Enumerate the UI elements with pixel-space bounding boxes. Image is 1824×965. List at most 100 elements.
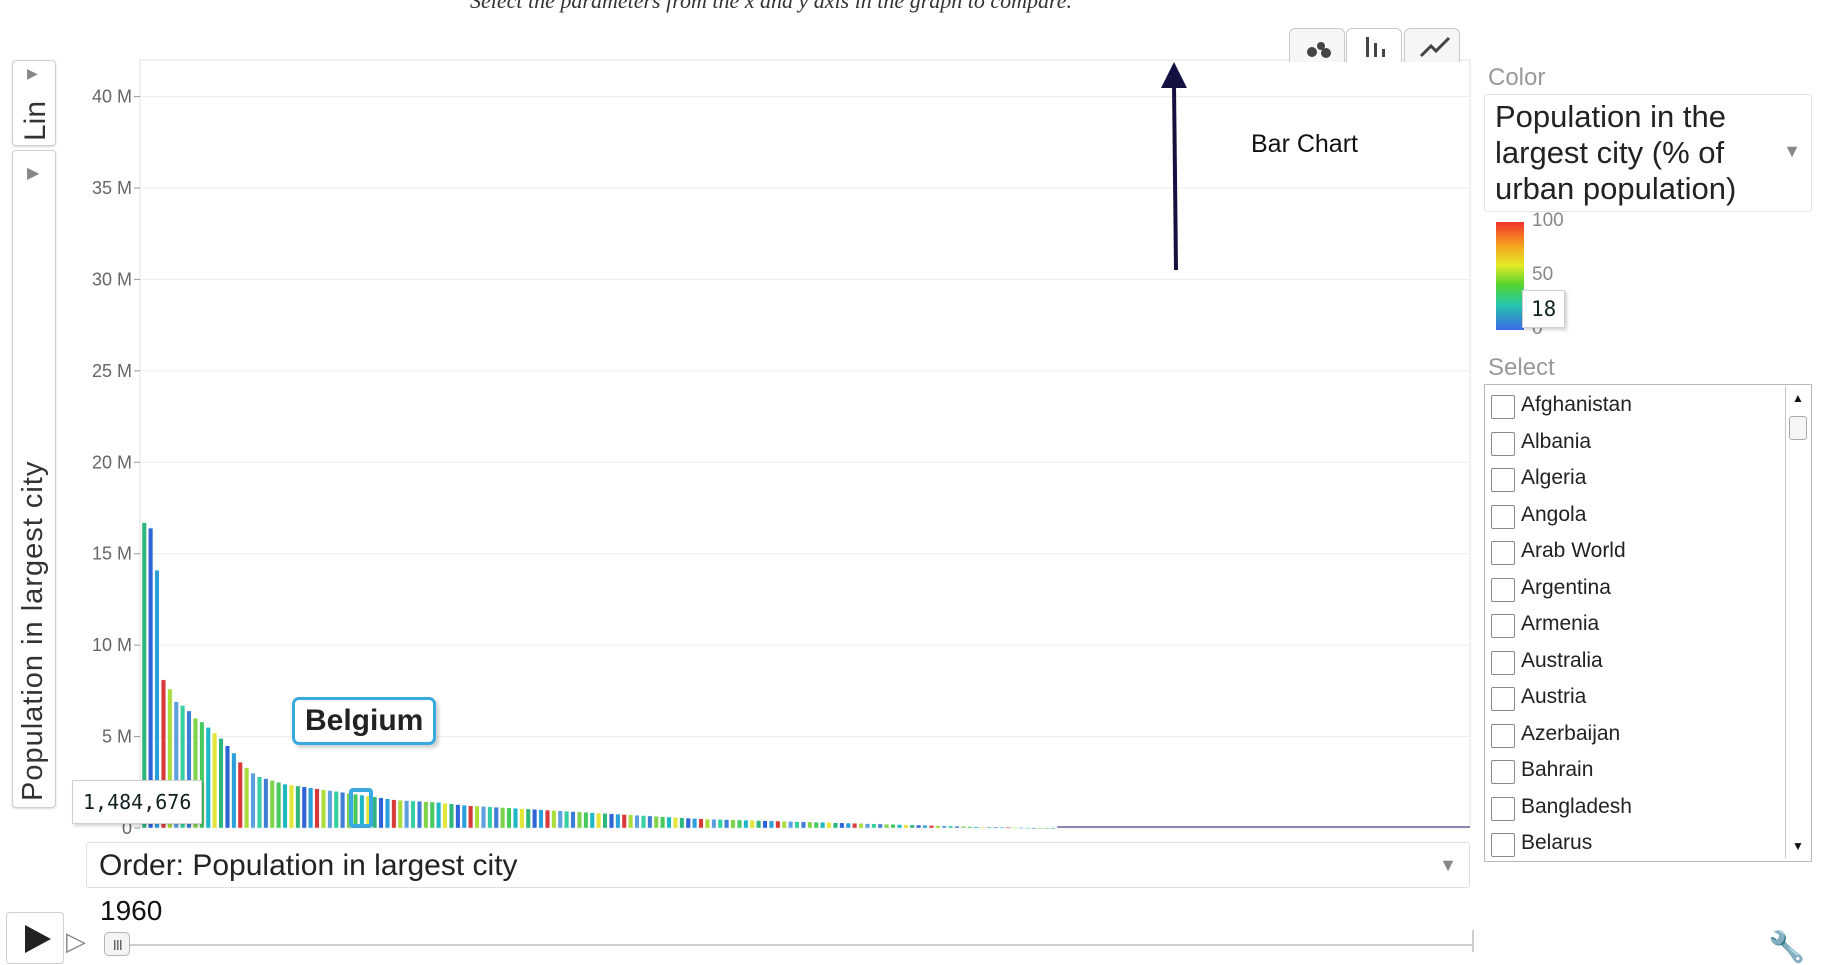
bar[interactable] — [698, 818, 704, 829]
bar[interactable] — [353, 793, 358, 829]
y-axis-selector[interactable]: ▶ Population in largest city — [12, 150, 56, 808]
bar[interactable] — [429, 801, 435, 829]
bar[interactable] — [1012, 827, 1018, 829]
bar[interactable] — [807, 821, 813, 829]
bar[interactable] — [967, 826, 973, 829]
bar[interactable] — [532, 809, 538, 829]
bar[interactable] — [276, 782, 282, 829]
bar[interactable] — [692, 818, 698, 829]
bar[interactable] — [442, 802, 448, 829]
bar[interactable] — [391, 799, 397, 829]
bar[interactable] — [948, 825, 954, 829]
bar[interactable] — [333, 791, 339, 829]
country-checkbox[interactable] — [1491, 760, 1515, 784]
bar[interactable] — [148, 527, 154, 829]
country-checkbox[interactable] — [1491, 577, 1515, 602]
bar[interactable] — [513, 808, 518, 829]
bar[interactable] — [237, 761, 243, 829]
country-list-scrollbar[interactable]: ▲ ▼ — [1785, 386, 1810, 858]
bar[interactable] — [865, 823, 870, 829]
bar[interactable] — [980, 826, 986, 829]
line-chart-button[interactable] — [1404, 28, 1460, 62]
order-dropdown[interactable]: Order: Population in largest city ▼ — [86, 842, 1470, 888]
bar[interactable] — [212, 732, 218, 829]
bar[interactable] — [487, 806, 493, 829]
country-checkbox[interactable] — [1491, 650, 1515, 675]
bar[interactable] — [481, 806, 486, 829]
color-dropdown[interactable]: Population in the largest city (% of urb… — [1484, 94, 1812, 212]
bar[interactable] — [167, 688, 173, 829]
bar[interactable] — [813, 821, 819, 829]
bar[interactable] — [673, 817, 678, 829]
bar[interactable] — [308, 787, 314, 829]
bar[interactable] — [493, 806, 499, 829]
bar[interactable] — [929, 825, 934, 829]
bar[interactable] — [679, 817, 685, 829]
country-checkbox[interactable] — [1491, 431, 1515, 456]
play-button[interactable] — [6, 912, 64, 964]
bar[interactable] — [359, 794, 365, 829]
bar[interactable] — [961, 826, 966, 829]
bar[interactable] — [769, 820, 774, 829]
bar[interactable] — [205, 727, 211, 829]
y-scale-selector[interactable]: ▶ Lin — [12, 60, 56, 146]
bar[interactable] — [941, 825, 947, 829]
bar[interactable] — [199, 721, 205, 829]
bar[interactable] — [564, 810, 570, 829]
bar[interactable] — [378, 797, 384, 829]
bar[interactable] — [954, 825, 960, 829]
bar[interactable] — [756, 820, 762, 829]
bar[interactable] — [845, 822, 851, 829]
country-select-list[interactable]: Afghanistan Albania Algeria Angola Arab Worl… — [1484, 384, 1812, 862]
bar[interactable] — [577, 811, 582, 829]
bar[interactable] — [519, 808, 525, 829]
bar-chart-button[interactable] — [1346, 28, 1402, 62]
bar[interactable] — [935, 825, 941, 829]
bar[interactable] — [788, 821, 794, 829]
bar[interactable] — [320, 789, 326, 829]
bar[interactable] — [301, 786, 307, 829]
bar[interactable] — [192, 718, 198, 829]
bar[interactable] — [160, 679, 166, 829]
bar[interactable] — [449, 803, 454, 829]
bar[interactable] — [1044, 827, 1050, 829]
bar[interactable] — [506, 807, 512, 829]
bar[interactable] — [250, 772, 256, 829]
bar[interactable] — [423, 801, 429, 829]
bar[interactable] — [852, 823, 858, 829]
bar[interactable] — [525, 808, 531, 829]
bar[interactable] — [909, 824, 915, 829]
bar[interactable] — [224, 745, 230, 829]
bar[interactable] — [1005, 827, 1011, 829]
bar[interactable] — [634, 815, 640, 829]
bar[interactable] — [826, 822, 832, 829]
bar[interactable] — [749, 820, 755, 829]
bar[interactable] — [711, 819, 717, 829]
bar[interactable] — [621, 814, 627, 829]
bar[interactable] — [468, 805, 474, 829]
bar[interactable] — [596, 812, 602, 829]
bar[interactable] — [666, 816, 672, 829]
bar[interactable] — [269, 780, 275, 829]
highlighted-bar-outline[interactable] — [349, 788, 373, 828]
bar[interactable] — [404, 800, 410, 829]
bar[interactable] — [583, 812, 589, 829]
country-checkbox[interactable] — [1491, 395, 1515, 419]
step-forward-button[interactable]: ▷ — [66, 926, 86, 957]
bar[interactable] — [282, 783, 288, 829]
scrollbar-thumb[interactable] — [1789, 416, 1807, 440]
bar[interactable] — [986, 826, 992, 829]
country-checkbox[interactable] — [1491, 723, 1515, 748]
bar[interactable] — [858, 823, 864, 829]
bubble-chart-button[interactable] — [1289, 28, 1345, 62]
bar[interactable] — [141, 522, 147, 829]
bar[interactable] — [615, 813, 621, 829]
bar[interactable] — [897, 824, 902, 829]
bar[interactable] — [762, 820, 768, 829]
bar[interactable] — [231, 752, 237, 829]
bar[interactable] — [602, 813, 608, 829]
bar[interactable] — [314, 788, 320, 829]
bar[interactable] — [410, 800, 416, 829]
bar[interactable] — [737, 819, 742, 829]
bar[interactable] — [717, 819, 723, 829]
